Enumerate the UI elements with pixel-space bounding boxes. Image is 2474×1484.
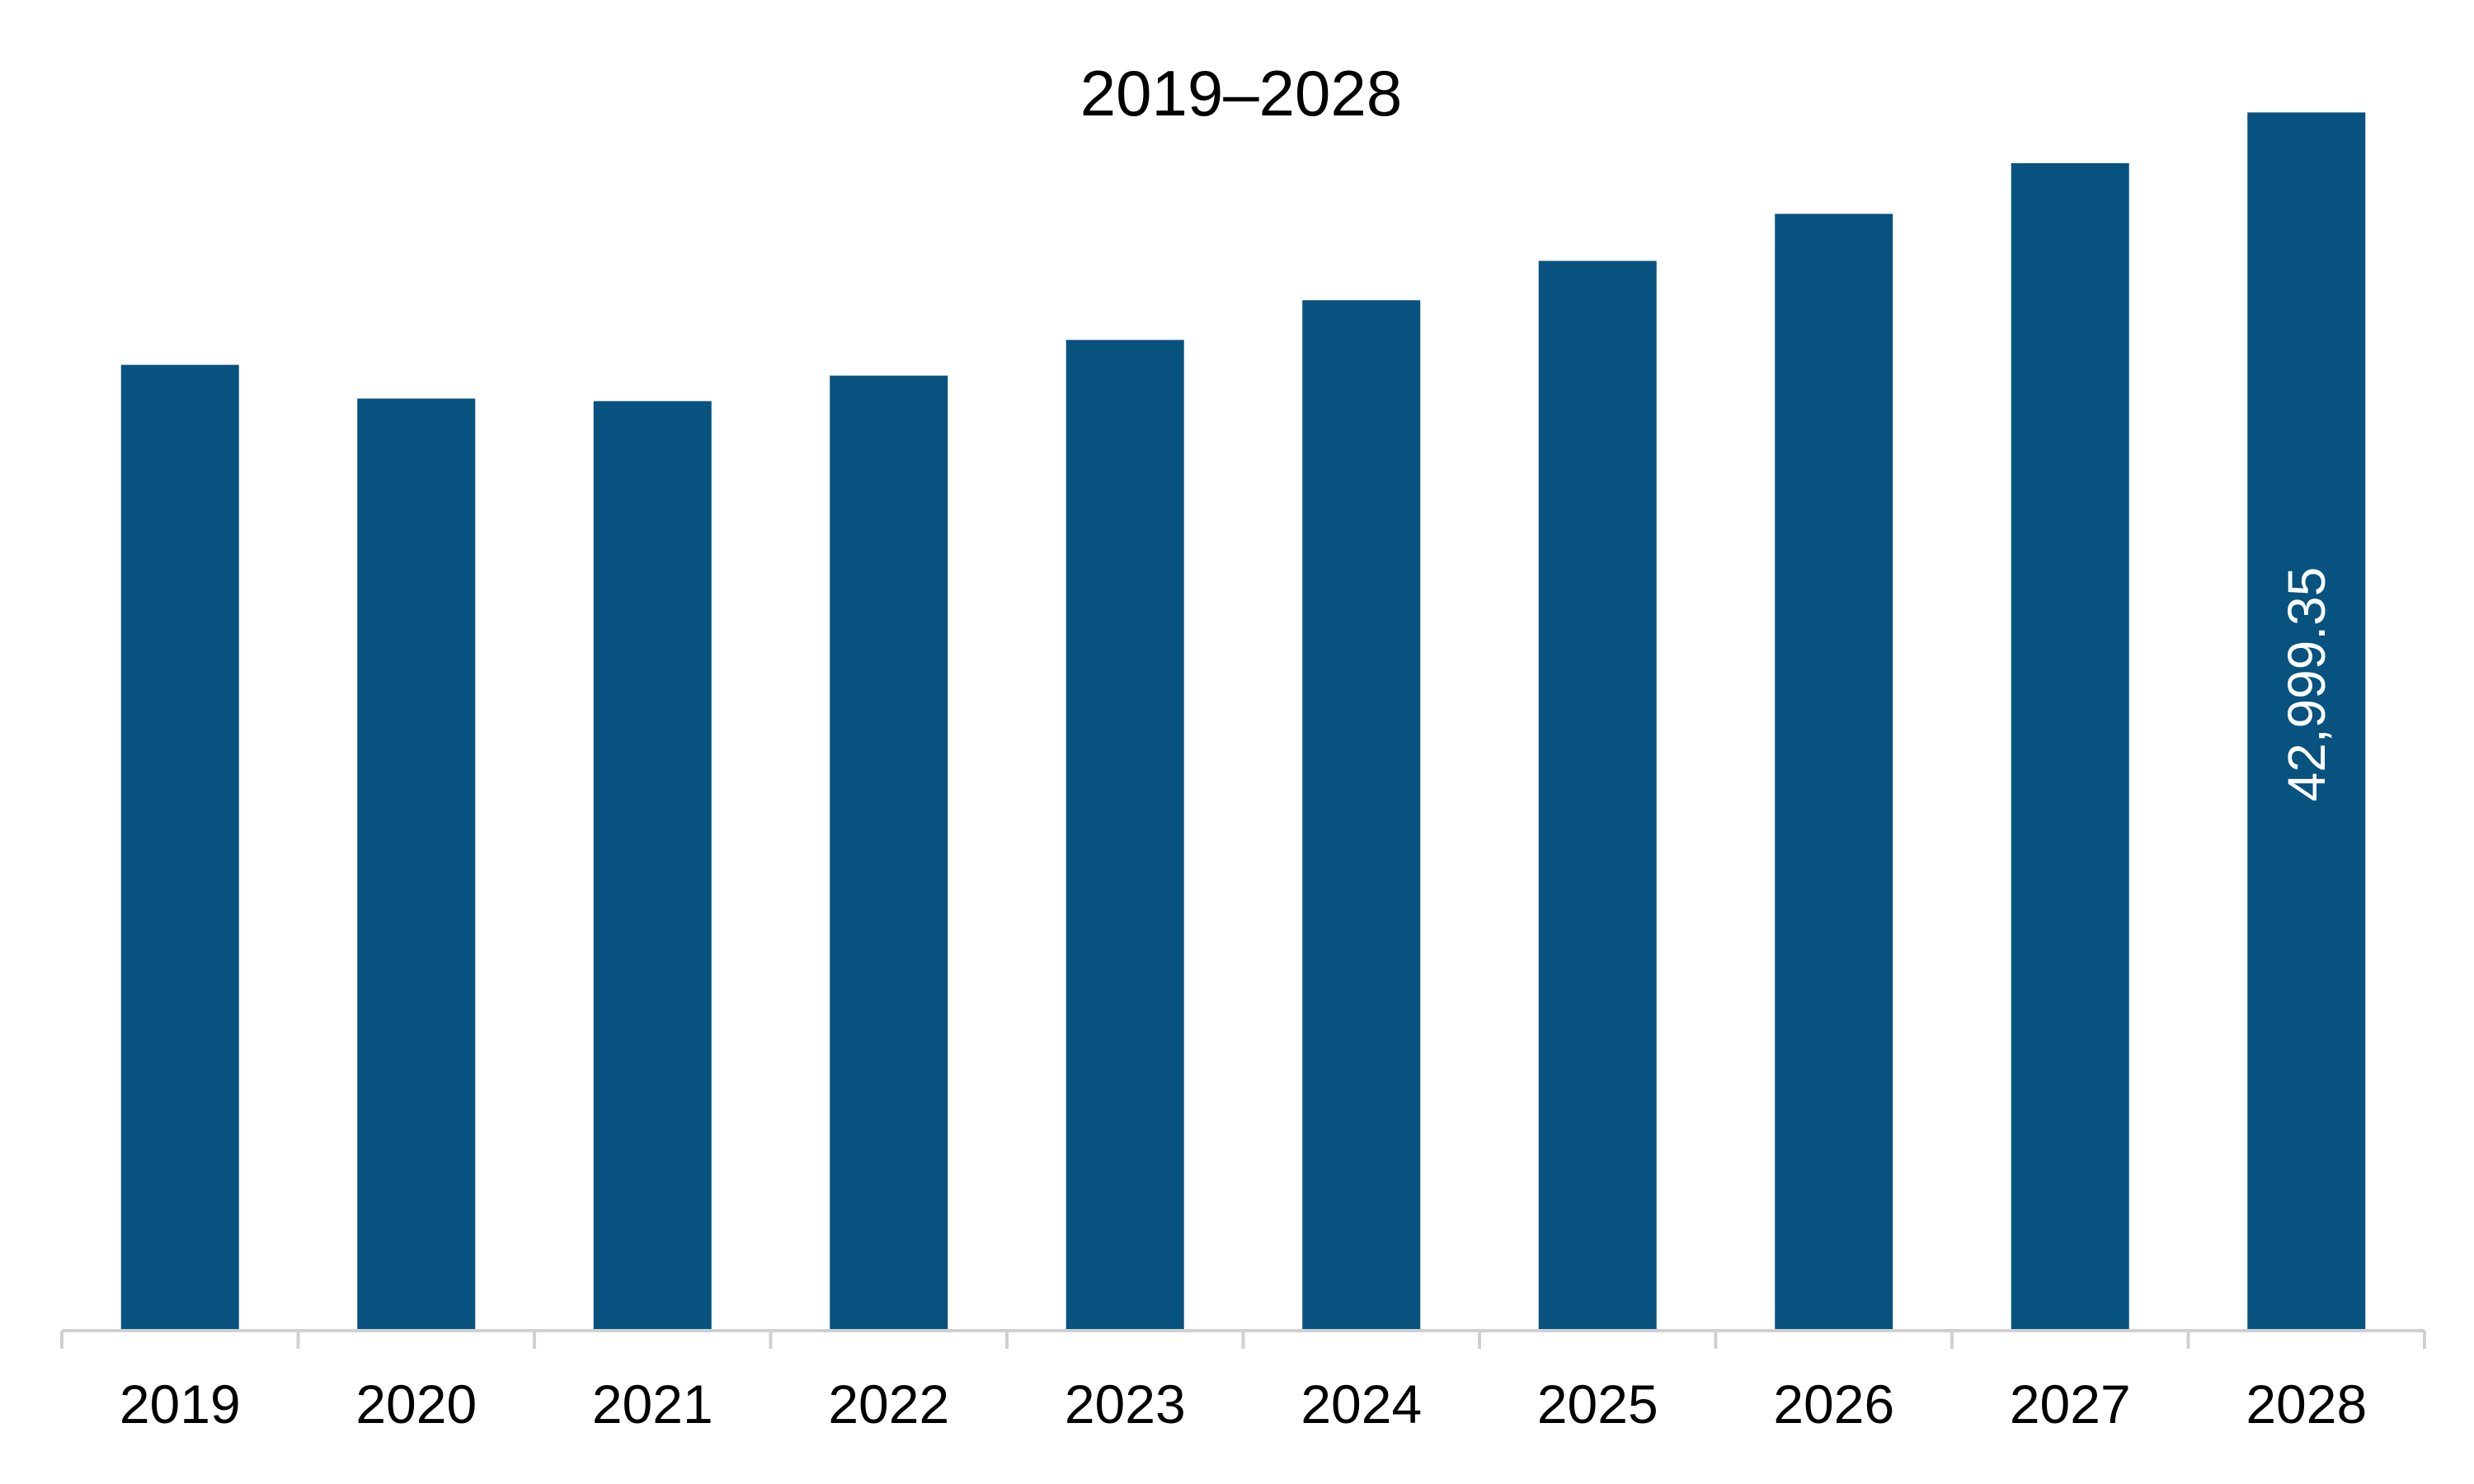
bar-2019 [120, 364, 239, 1331]
tick-label-2019: 2019 [120, 1374, 241, 1435]
tick-label-2023: 2023 [1065, 1374, 1186, 1435]
tick-label-2026: 2026 [1773, 1374, 1894, 1435]
tick-label-2021: 2021 [592, 1374, 713, 1435]
tick-label-2025: 2025 [1537, 1374, 1658, 1435]
bar-2026 [1775, 214, 1893, 1331]
data-labels-group: 42,999.35 [2277, 567, 2336, 802]
bar-2025 [1538, 261, 1657, 1331]
tick-label-2028: 2028 [2246, 1374, 2367, 1435]
x-axis: 2019 2020 2021 2022 2023 2024 2025 2026 2027 2028 [60, 1329, 2426, 1435]
bar-2024 [1302, 300, 1421, 1331]
bar-2022 [830, 375, 948, 1331]
bar-2021 [593, 401, 712, 1331]
bar-2020 [357, 398, 476, 1331]
x-axis-tick-labels: 2019 2020 2021 2022 2023 2024 2025 2026 2027 2028 [120, 1374, 2367, 1435]
tick-label-2020: 2020 [355, 1374, 477, 1435]
bar-2027 [2011, 162, 2129, 1331]
bar-2028 [2247, 112, 2366, 1331]
chart-title: 2019–2028 [1080, 57, 1402, 129]
data-label-2028: 42,999.35 [2277, 567, 2336, 802]
tick-label-2022: 2022 [828, 1374, 949, 1435]
bars-group [120, 112, 2366, 1331]
x-axis-ticks [60, 1331, 2426, 1349]
tick-label-2024: 2024 [1300, 1374, 1422, 1435]
tick-label-2027: 2027 [2010, 1374, 2131, 1435]
bar-2023 [1065, 340, 1184, 1331]
